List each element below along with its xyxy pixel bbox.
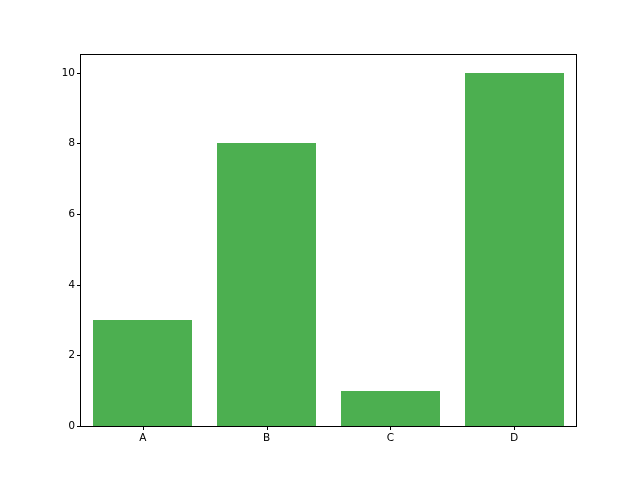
y-tick-label: 0	[68, 419, 75, 432]
y-tick-mark	[77, 426, 81, 427]
y-tick-mark	[77, 143, 81, 145]
x-tick-label: C	[386, 432, 395, 444]
x-tick-mark	[514, 426, 516, 430]
y-tick-mark	[77, 72, 81, 74]
x-tick-mark	[142, 426, 144, 430]
bar	[93, 320, 193, 426]
bar	[340, 390, 440, 426]
y-tick-label: 10	[61, 66, 75, 79]
x-tick-mark	[390, 426, 392, 430]
bars-container	[81, 55, 576, 426]
plot-area: 0 2 4 6 8 10 A B C D	[62, 54, 577, 443]
x-tick-label: D	[510, 432, 519, 444]
y-tick-label: 6	[68, 207, 75, 220]
x-tick-mark	[266, 426, 268, 430]
x-tick-label: A	[139, 432, 147, 444]
y-tick-mark	[77, 284, 81, 286]
x-tick-label: B	[263, 432, 271, 444]
y-tick-label: 8	[68, 137, 75, 150]
bar	[217, 143, 317, 426]
y-tick-label: 2	[68, 349, 75, 362]
y-tick-label: 4	[68, 278, 75, 291]
bar	[464, 72, 564, 426]
y-tick-mark	[77, 214, 81, 215]
y-tick-mark	[77, 355, 81, 357]
